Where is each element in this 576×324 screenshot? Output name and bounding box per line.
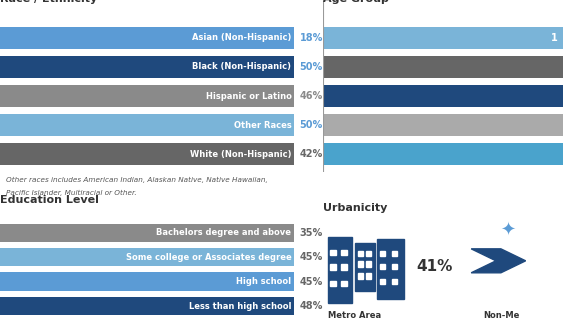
Bar <box>341 250 347 255</box>
Bar <box>392 264 397 269</box>
Bar <box>358 261 363 267</box>
Text: 50%: 50% <box>300 62 323 72</box>
Text: Non-Me: Non-Me <box>484 311 520 320</box>
Text: 42%: 42% <box>300 149 323 159</box>
Text: 48%: 48% <box>300 301 323 311</box>
Text: 50%: 50% <box>300 120 323 130</box>
Bar <box>323 143 563 165</box>
Bar <box>0 297 294 315</box>
Bar <box>0 224 294 242</box>
Text: Age Group: Age Group <box>323 0 388 4</box>
Text: Less than high school: Less than high school <box>189 302 291 311</box>
Bar <box>341 281 347 286</box>
Bar <box>331 264 336 270</box>
Bar <box>392 279 397 284</box>
Bar <box>331 250 336 255</box>
Text: 46%: 46% <box>300 91 323 101</box>
Bar <box>380 264 385 269</box>
Bar <box>323 85 563 107</box>
Text: 45%: 45% <box>300 252 323 262</box>
Bar <box>0 272 294 291</box>
Text: Pacific Islander, Multiracial or Other.: Pacific Islander, Multiracial or Other. <box>6 190 137 196</box>
Text: 41%: 41% <box>416 259 453 274</box>
Polygon shape <box>471 249 526 273</box>
Bar <box>358 273 363 279</box>
Text: 45%: 45% <box>300 277 323 287</box>
Text: 1: 1 <box>551 33 558 43</box>
Bar <box>0 85 294 107</box>
Bar <box>328 237 353 303</box>
Bar <box>0 56 294 78</box>
Text: Race / Ethnicity: Race / Ethnicity <box>0 0 97 4</box>
Bar <box>358 251 363 256</box>
Bar <box>377 239 404 299</box>
Bar <box>0 27 294 49</box>
Bar <box>380 279 385 284</box>
Text: Metro Area: Metro Area <box>328 311 381 320</box>
Text: Urbanicity: Urbanicity <box>323 203 387 213</box>
Bar <box>323 27 563 49</box>
Text: Hispanic or Latino: Hispanic or Latino <box>206 92 291 100</box>
Bar <box>366 251 371 256</box>
Bar <box>355 243 374 291</box>
Text: Black (Non-Hispanic): Black (Non-Hispanic) <box>192 63 291 71</box>
Bar <box>323 114 563 136</box>
Text: ✦: ✦ <box>501 222 516 240</box>
Text: White (Non-Hispanic): White (Non-Hispanic) <box>190 150 291 159</box>
Bar <box>0 143 294 165</box>
Bar <box>380 251 385 256</box>
Bar <box>341 264 347 270</box>
Text: Other Races: Other Races <box>234 121 291 130</box>
Bar <box>331 281 336 286</box>
Text: High school: High school <box>236 277 291 286</box>
Text: Other races includes American Indian, Alaskan Native, Native Hawaiian,: Other races includes American Indian, Al… <box>6 177 267 183</box>
Text: Some college or Associates degree: Some college or Associates degree <box>126 253 291 262</box>
Bar <box>366 261 371 267</box>
Bar <box>0 114 294 136</box>
Text: 18%: 18% <box>300 33 323 43</box>
Text: 35%: 35% <box>300 228 323 238</box>
Bar <box>323 56 563 78</box>
Text: Asian (Non-Hispanic): Asian (Non-Hispanic) <box>192 33 291 42</box>
Bar <box>366 273 371 279</box>
Bar <box>0 248 294 266</box>
Text: Education Level: Education Level <box>0 194 99 204</box>
Bar <box>392 251 397 256</box>
Text: Bachelors degree and above: Bachelors degree and above <box>157 228 291 237</box>
